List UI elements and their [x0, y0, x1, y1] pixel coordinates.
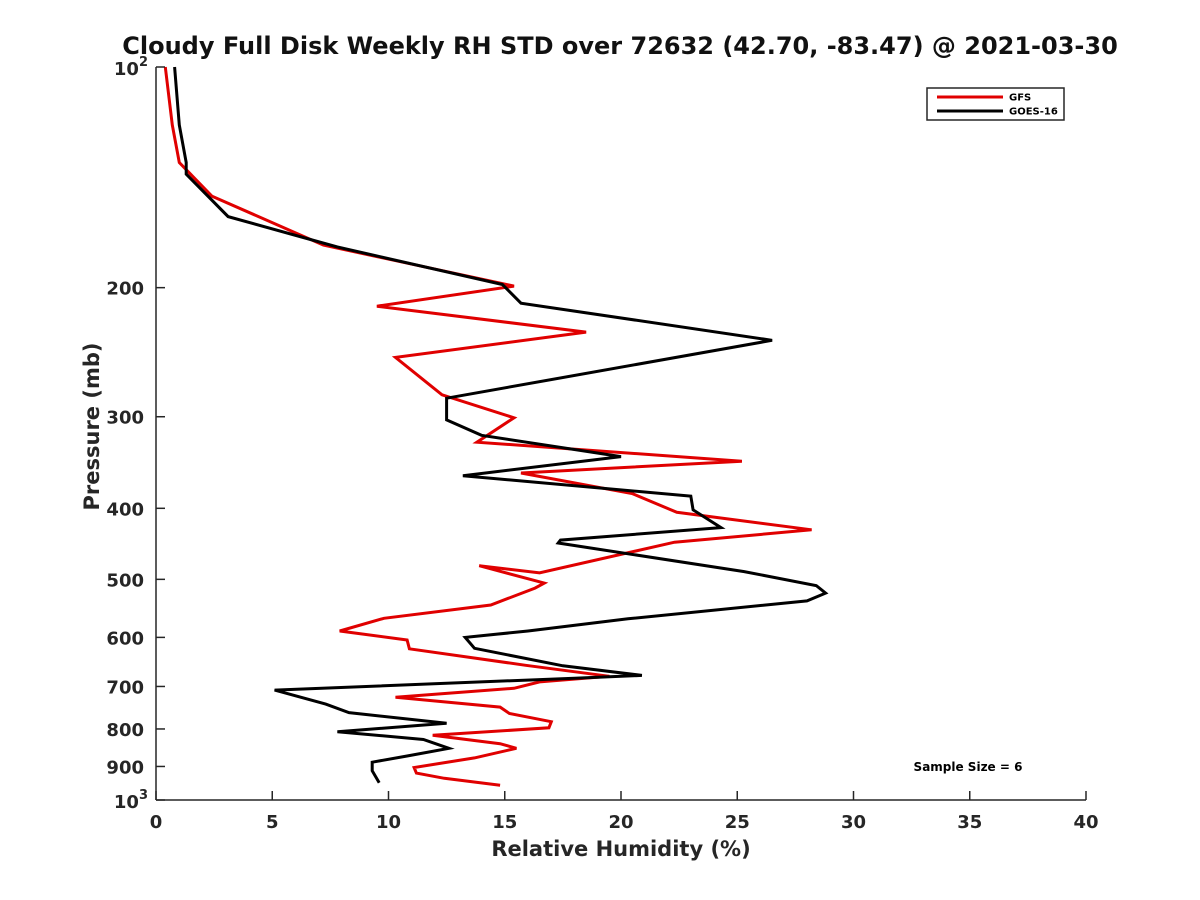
legend-box [926, 87, 1065, 121]
y-tick-label: 300 [106, 408, 144, 429]
chart-title: Cloudy Full Disk Weekly RH STD over 7263… [122, 32, 1118, 60]
x-tick-label: 20 [608, 812, 633, 833]
series-layer [163, 66, 829, 787]
y-tick-label: 102 [114, 55, 148, 80]
x-tick-label: 40 [1073, 812, 1098, 833]
x-tick-label: 30 [841, 812, 866, 833]
y-tick-label: 200 [106, 279, 144, 300]
y-tick-label: 400 [106, 499, 144, 520]
y-tick-label: 500 [106, 570, 144, 591]
x-tick-label: 35 [957, 812, 982, 833]
legend: GFS GOES-16 [926, 87, 1065, 121]
y-tick-label: 103 [114, 788, 148, 813]
series-line-gfs [163, 66, 812, 787]
x-tick-label: 15 [492, 812, 517, 833]
series-line-goes-16 [173, 66, 829, 784]
sample-size-annotation: Sample Size = 6 [914, 760, 1023, 774]
x-tick-label: 5 [266, 812, 279, 833]
x-tick-label: 25 [725, 812, 750, 833]
x-tick-label: 0 [150, 812, 163, 833]
y-axis-label: Pressure (mb) [80, 343, 104, 511]
legend-entry-label: GOES-16 [1009, 107, 1058, 118]
axes-background [156, 67, 1086, 800]
x-tick-label: 10 [376, 812, 401, 833]
y-tick-label: 900 [106, 757, 144, 778]
plot-area [156, 67, 1086, 800]
x-axis-label: Relative Humidity (%) [491, 837, 750, 861]
y-tick-label: 800 [106, 720, 144, 741]
legend-entry-label: GFS [1009, 93, 1031, 104]
axes: 0 5 10 15 20 25 30 35 40 102 200 300 400 500 600 700 800… [106, 55, 1098, 833]
y-tick-label: 600 [106, 628, 144, 649]
y-tick-label: 700 [106, 677, 144, 698]
